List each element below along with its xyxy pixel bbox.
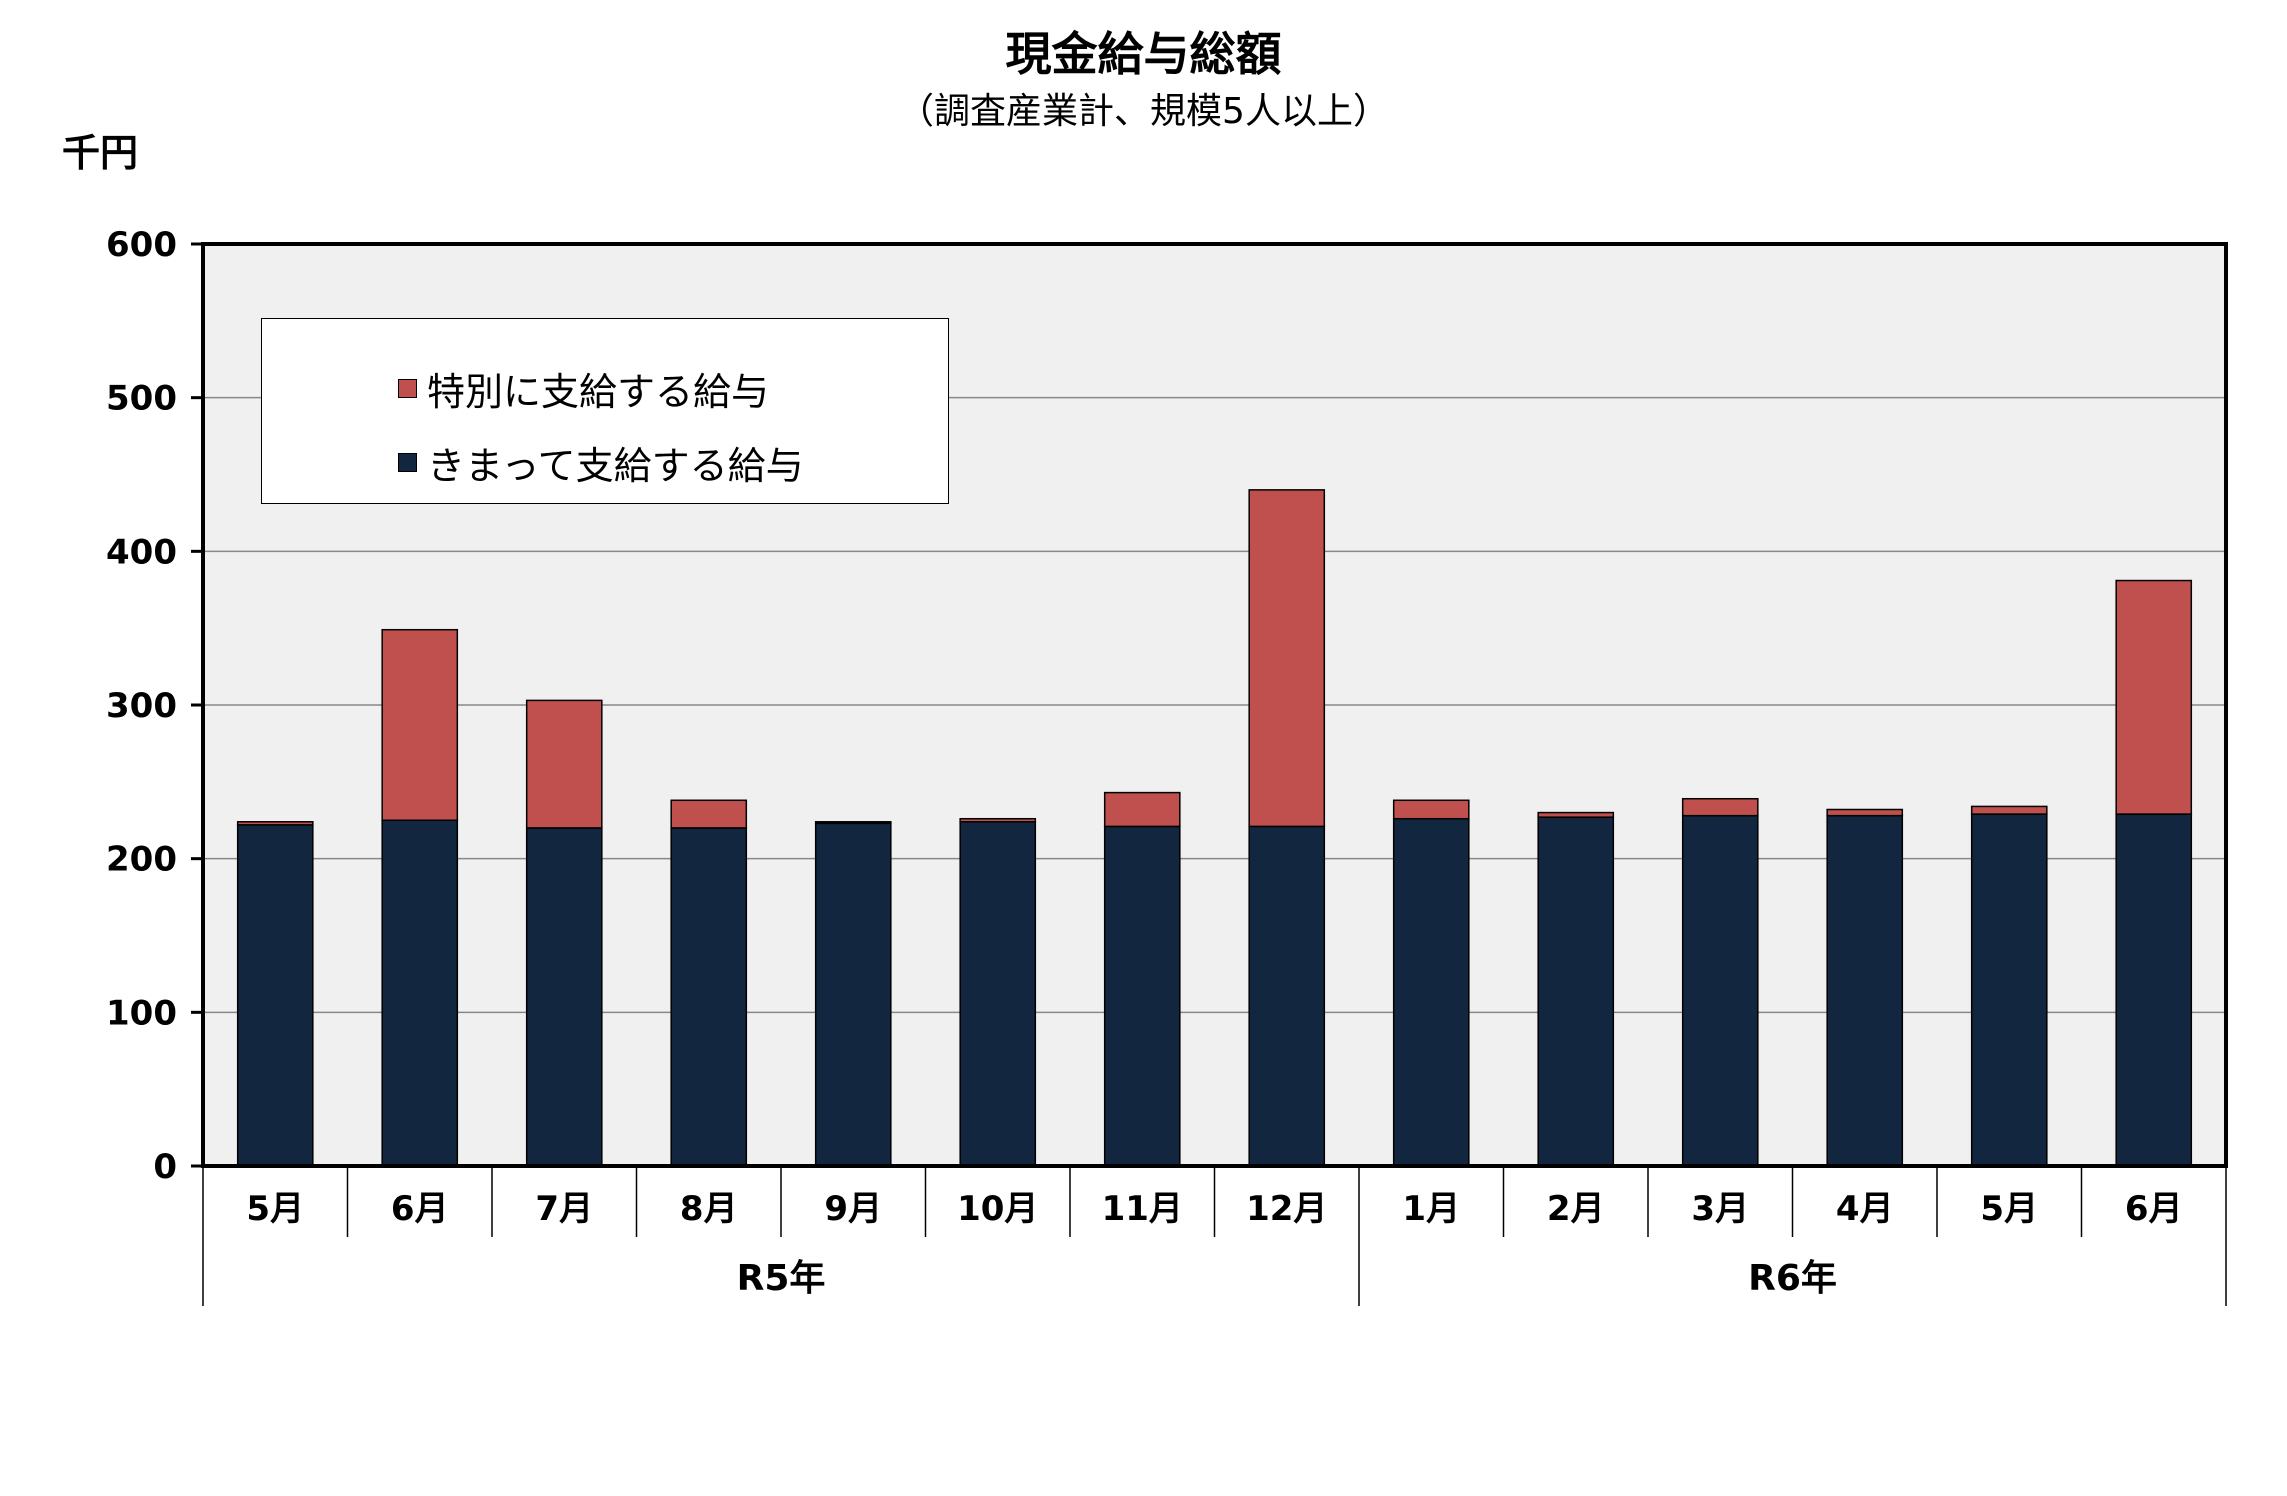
y-axis-unit-label: 千円 [62,131,139,175]
chart-subtitle: （調査産業計、規模5人以上） [898,91,1389,132]
bar-special [1103,791,1181,828]
bar-special [381,628,459,821]
legend-swatch-regular [398,453,417,472]
legend-item-regular: きまって支給する給与 [398,435,804,490]
bar-special [670,799,748,829]
bar-regular [381,819,459,1167]
bar-special [1392,799,1470,820]
legend-label-regular: きまって支給する給与 [427,444,804,488]
bar-regular [1826,814,1904,1167]
x-category-label: 8月 [680,1189,738,1229]
bar-regular [525,827,603,1167]
x-group-label: R5年 [737,1258,826,1299]
x-category-label: 2月 [1547,1189,1605,1229]
x-category-label: 7月 [535,1189,593,1229]
bar-regular [236,824,314,1167]
x-group-label: R6年 [1748,1258,1837,1299]
bar-regular [1537,816,1615,1167]
y-tick-label: 300 [106,686,177,726]
bar-special [525,699,603,829]
x-category-label: 5月 [1980,1189,2038,1229]
bar-regular [1392,817,1470,1167]
x-category-label: 12月 [1246,1189,1327,1229]
x-axis: 5月 6月 7月 8月 9月 10月 11月 12月 1月 2月 3月 4月 5月 6月 R5年 R6年 [202,1166,2227,1306]
y-tick-label: 100 [106,993,177,1033]
bar-special [814,821,892,825]
x-category-label: 5月 [246,1189,304,1229]
bar-special [2115,579,2193,815]
legend: 特別に支給する給与 きまって支給する給与 [261,318,949,504]
x-category-label: 3月 [1691,1189,1749,1229]
y-tick-label: 500 [106,379,177,419]
bar-regular [959,821,1037,1167]
bar-regular [1248,825,1326,1167]
x-category-label: 6月 [391,1189,449,1229]
legend-label-special: 特別に支給する給与 [427,370,770,414]
y-tick-label: 0 [153,1147,177,1187]
x-category-label: 11月 [1102,1189,1183,1229]
bar-regular [2115,813,2193,1167]
chart-title: 現金給与総額 [1005,27,1282,81]
x-category-label: 10月 [957,1189,1038,1229]
bar-special [959,817,1037,823]
bar-special [1248,489,1326,828]
bar-regular [1681,814,1759,1167]
x-category-label: 6月 [2125,1189,2183,1229]
x-category-label: 9月 [824,1189,882,1229]
legend-item-special: 特別に支給する給与 [398,361,769,416]
y-axis-ticks: 0 100 200 300 400 500 600 [106,225,203,1187]
y-tick-label: 400 [106,532,177,572]
bar-special [1970,805,2048,815]
y-tick-label: 600 [106,225,177,265]
bar-regular [1103,825,1181,1167]
legend-swatch-special [398,379,417,398]
y-tick-label: 200 [106,840,177,880]
bar-regular [670,827,748,1167]
bar-special [236,821,314,826]
x-category-label: 4月 [1836,1189,1894,1229]
bar-special [1537,811,1615,818]
bars [236,489,2193,1167]
bar-regular [814,822,892,1167]
bar-special [1681,797,1759,817]
x-category-label: 1月 [1402,1189,1460,1229]
bar-special [1826,808,1904,817]
bar-regular [1970,813,2048,1167]
plot-border [201,242,2228,1168]
